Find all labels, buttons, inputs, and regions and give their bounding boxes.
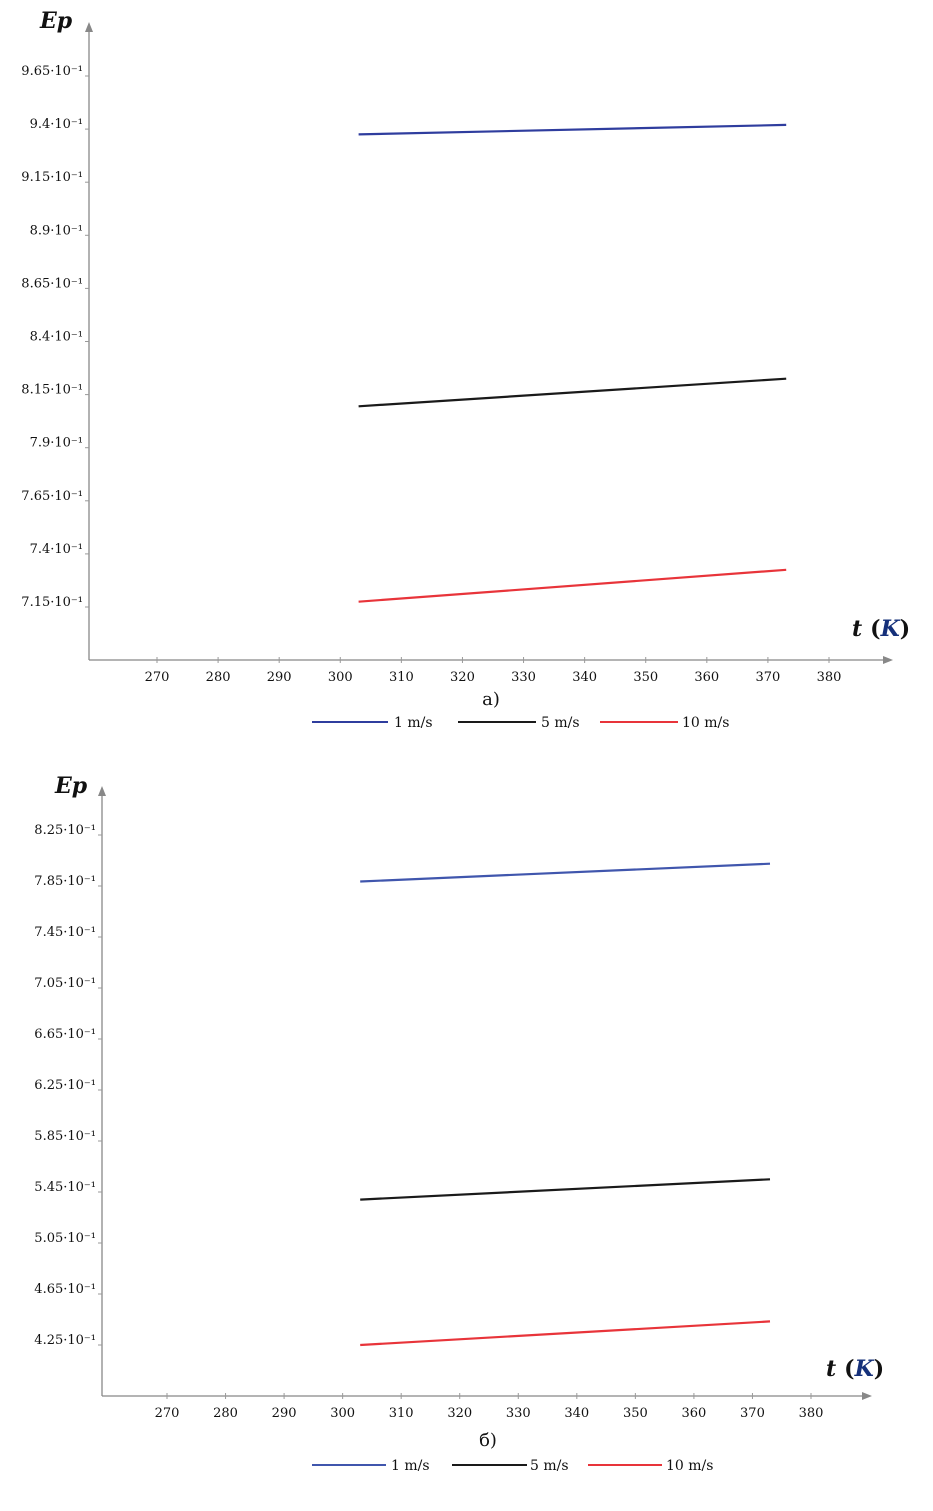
legend-label-3: 10 m/s: [666, 1458, 713, 1474]
y-tick-label: 7.65·10⁻¹: [21, 489, 83, 504]
y-tick-label: 7.85·10⁻¹: [34, 874, 96, 889]
x-tick-label: 350: [633, 670, 658, 685]
x-axis-arrow: [862, 1392, 872, 1400]
series-line-3: [358, 568, 787, 603]
y-axis-title: Ep: [39, 8, 73, 34]
y-axis-arrow: [98, 786, 106, 796]
legend-label-3: 10 m/s: [682, 715, 729, 731]
series-line-2: [360, 1178, 771, 1201]
x-tick-label: 300: [330, 1406, 355, 1421]
series-line-2: [358, 377, 787, 408]
x-tick-label: 380: [799, 1406, 824, 1421]
x-tick-label: 380: [817, 670, 842, 685]
y-tick-label: 4.65·10⁻¹: [34, 1282, 96, 1297]
x-axis-paren-close: ): [874, 1356, 884, 1382]
x-tick-label: 330: [511, 670, 536, 685]
x-tick-label: 370: [740, 1406, 765, 1421]
series-line-1: [358, 123, 787, 136]
y-tick-label: 4.25·10⁻¹: [34, 1333, 96, 1348]
y-tick-label: 8.9·10⁻¹: [30, 223, 83, 238]
x-axis-paren-close: ): [900, 616, 910, 642]
y-tick-label: 7.9·10⁻¹: [30, 436, 83, 451]
legend: 1 m/s 5 m/s 10 m/s: [312, 1458, 713, 1474]
legend: 1 m/s 5 m/s 10 m/s: [312, 715, 729, 731]
x-tick-label: 360: [681, 1406, 706, 1421]
x-axis-variable: t: [852, 616, 862, 642]
x-tick-label: 340: [572, 670, 597, 685]
y-tick-label: 9.15·10⁻¹: [21, 170, 83, 185]
y-tick-label: 8.15·10⁻¹: [21, 383, 83, 398]
y-tick-label: 8.4·10⁻¹: [30, 330, 83, 345]
x-axis-title: t (K): [852, 616, 910, 642]
y-tick-label: 7.4·10⁻¹: [30, 542, 83, 557]
y-tick-label: 9.65·10⁻¹: [21, 64, 83, 79]
chart-panel-1: 270 280 290 300 310 320 330 340 350 360 370 380 9.65…: [21, 8, 910, 731]
y-tick-label: 6.65·10⁻¹: [34, 1027, 96, 1042]
x-tick-label: 370: [755, 670, 780, 685]
x-axis-arrow: [883, 656, 893, 664]
y-tick-label: 5.05·10⁻¹: [34, 1231, 96, 1246]
y-tick-label: 5.45·10⁻¹: [34, 1180, 96, 1195]
x-axis-paren-open: (: [870, 616, 880, 642]
x-tick-label: 310: [389, 670, 414, 685]
x-tick-label: 360: [694, 670, 719, 685]
panel-caption: б): [479, 1430, 497, 1451]
y-tick-label: 8.65·10⁻¹: [21, 276, 83, 291]
chart-panel-2: 270 280 290 300 310 320 330 340 350 360 370 380 8.25…: [34, 773, 884, 1474]
series-line-1: [360, 862, 771, 883]
x-tick-label: 340: [564, 1406, 589, 1421]
panel-caption: а): [482, 689, 500, 710]
x-tick-label: 350: [623, 1406, 648, 1421]
legend-label-2: 5 m/s: [530, 1458, 569, 1474]
legend-label-1: 1 m/s: [394, 715, 433, 731]
y-tick-label: 7.45·10⁻¹: [34, 925, 96, 940]
x-axis-paren-open: (: [844, 1356, 854, 1382]
x-axis-unit: K: [880, 616, 901, 642]
y-tick-label: 7.05·10⁻¹: [34, 976, 96, 991]
y-axis-arrow: [85, 22, 93, 32]
x-tick-label: 270: [155, 1406, 180, 1421]
x-axis-variable: t: [826, 1356, 836, 1382]
y-axis-title: Ep: [54, 773, 88, 799]
x-tick-label: 330: [506, 1406, 531, 1421]
y-tick-label: 7.15·10⁻¹: [21, 595, 83, 610]
series-line-3: [360, 1320, 771, 1347]
x-tick-label: 320: [447, 1406, 472, 1421]
y-tick-label: 5.85·10⁻¹: [34, 1129, 96, 1144]
x-tick-label: 270: [145, 670, 170, 685]
x-tick-label: 290: [272, 1406, 297, 1421]
x-tick-label: 280: [206, 670, 231, 685]
x-tick-label: 280: [213, 1406, 238, 1421]
x-tick-label: 310: [389, 1406, 414, 1421]
x-axis-unit: K: [854, 1356, 875, 1382]
y-tick-label: 9.4·10⁻¹: [30, 117, 83, 132]
x-tick-label: 300: [328, 670, 353, 685]
legend-label-2: 5 m/s: [541, 715, 580, 731]
y-tick-label: 8.25·10⁻¹: [34, 823, 96, 838]
y-tick-label: 6.25·10⁻¹: [34, 1078, 96, 1093]
x-tick-label: 290: [267, 670, 292, 685]
x-axis-title: t (K): [826, 1356, 884, 1382]
legend-label-1: 1 m/s: [391, 1458, 430, 1474]
x-tick-label: 320: [450, 670, 475, 685]
